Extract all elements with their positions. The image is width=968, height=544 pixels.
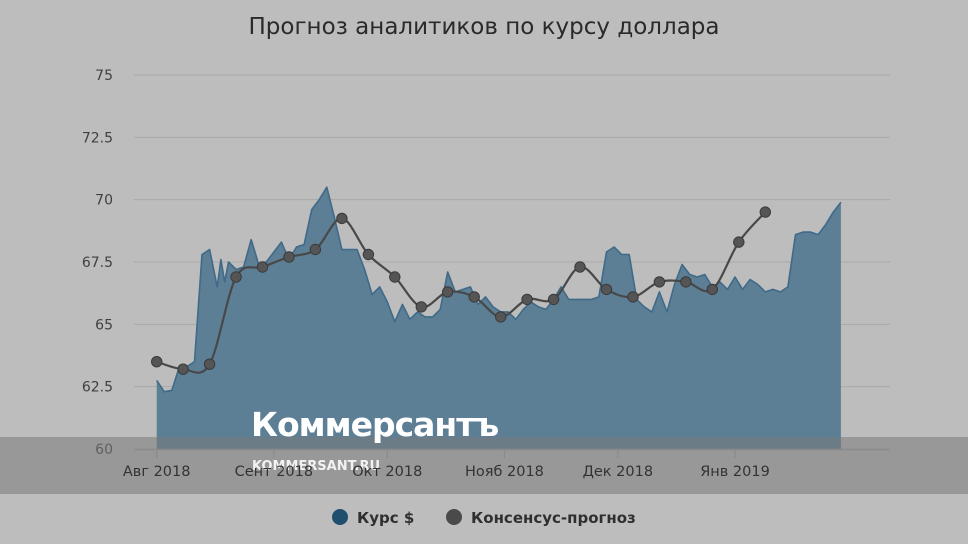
series-consensus-point [177, 363, 189, 375]
series-consensus-point [600, 283, 613, 296]
series-consensus-point [468, 291, 480, 303]
series-consensus-point [627, 291, 639, 303]
series-consensus-point [283, 251, 295, 263]
y-tick-label: 62.5 [82, 380, 113, 396]
legend-item-consensus[interactable]: Консенсус-прогноз [446, 509, 636, 527]
watermark: Коммерсантъ KOMMERSANT.RU [0, 405, 968, 494]
series-consensus-point [309, 243, 322, 256]
y-tick-label: 70 [95, 193, 113, 209]
series-consensus-point [653, 276, 666, 288]
legend-marker-consensus [446, 509, 462, 525]
series-consensus-point [415, 301, 427, 313]
series-consensus-point [151, 356, 163, 368]
x-axis-ticks: Авг 2018 Сент 2018 Окт 2018 Нояб 2018 Дек 20… [123, 449, 770, 480]
series-consensus-point [203, 358, 216, 370]
series-consensus-point [733, 236, 745, 248]
chart-title: Прогноз аналитиков по курсу доллара [248, 14, 719, 40]
legend: Курс $ Консенсус-прогноз [332, 509, 636, 527]
x-tick-label: Авг 2018 [123, 464, 191, 480]
series-consensus-point [442, 286, 454, 298]
series-consensus-point [521, 293, 533, 306]
x-tick-label: Дек 2018 [583, 464, 654, 480]
series-consensus-point [574, 261, 586, 273]
legend-label-kurs: Курс $ [357, 509, 414, 527]
series-consensus-point [362, 248, 375, 261]
watermark-logo-text: Коммерсантъ [251, 405, 498, 444]
legend-label-consensus: Консенсус-прогноз [471, 509, 636, 527]
y-tick-label: 65 [95, 317, 113, 333]
series-consensus-point [759, 206, 771, 218]
legend-marker-kurs [332, 509, 348, 525]
x-tick-label: Окт 2018 [352, 464, 422, 480]
series-consensus-point [706, 283, 718, 296]
watermark-band [0, 437, 968, 494]
series-consensus-point [389, 271, 401, 283]
x-tick-label: Сент 2018 [235, 464, 313, 480]
series-consensus-point [336, 212, 348, 225]
y-tick-label: 75 [95, 68, 113, 84]
y-tick-label: 72.5 [82, 130, 113, 146]
series-consensus-point [495, 311, 507, 323]
series-forecast-layer [151, 206, 771, 375]
series-consensus-point [230, 271, 242, 283]
x-tick-label: Нояб 2018 [465, 464, 544, 480]
series-consensus-point [256, 261, 269, 273]
y-tick-label: 67.5 [82, 255, 113, 271]
legend-item-kurs[interactable]: Курс $ [332, 509, 414, 527]
series-consensus-point [680, 276, 692, 288]
watermark-url: KOMMERSANT.RU [252, 459, 380, 474]
x-tick-label: Янв 2019 [700, 464, 770, 480]
series-consensus-point [547, 293, 560, 306]
